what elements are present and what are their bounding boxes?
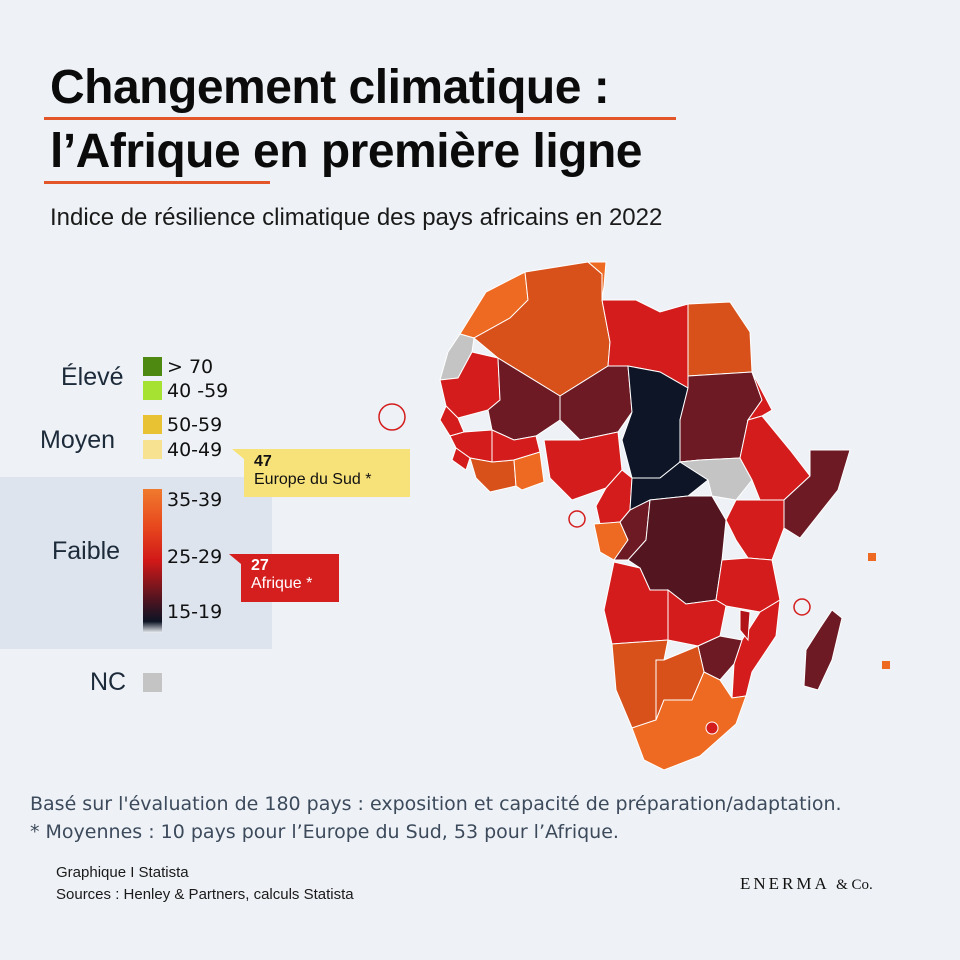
country-zambia (667, 588, 727, 647)
callout-africa: 27 Afrique * (241, 554, 339, 602)
legend-swatch-medium-2 (143, 440, 162, 459)
note-averages: * Moyennes : 10 pays pour l’Europe du Su… (30, 821, 619, 843)
country-uganda-kenya (725, 499, 785, 561)
callout-europe-pointer (232, 449, 244, 459)
country-lesotho (705, 721, 719, 735)
callout-europe: 47 Europe du Sud * (244, 449, 410, 497)
country-cote-divoire (469, 457, 517, 493)
chart-subtitle: Indice de résilience climatique des pays… (50, 204, 663, 231)
chart-title: Changement climatique : l’Afrique en pre… (50, 56, 642, 184)
title-line-1: Changement climatique : (50, 61, 610, 114)
country-south-sudan (678, 457, 753, 501)
legend-range-low-1: 35-39 (167, 489, 223, 511)
country-south-africa (631, 671, 747, 771)
country-somalia (783, 449, 851, 539)
legend-range-high-2: 40 -59 (167, 380, 229, 402)
marker-cape-verde (378, 403, 406, 431)
legend-range-medium-2: 40-49 (167, 439, 223, 461)
legend-label-low: Faible (52, 537, 121, 565)
brand-name: ENERMA (740, 874, 829, 893)
title-highlight: l’Afrique (50, 125, 241, 178)
legend-swatch-high-1 (143, 357, 162, 376)
callout-africa-label: Afrique * (251, 575, 313, 592)
country-sierra-leone (451, 447, 471, 471)
island-reunion (882, 661, 890, 669)
country-madagascar (803, 609, 843, 691)
legend-label-nc: NC (90, 668, 127, 696)
country-niger (559, 365, 633, 441)
legend-swatch-nc (143, 673, 162, 692)
island-mauritius (868, 553, 876, 561)
title-underline-2 (44, 181, 270, 184)
legend-label-high: Élevé (61, 363, 124, 391)
callout-europe-value: 47 (254, 453, 272, 470)
legend-gradient-low (143, 489, 162, 633)
country-ghana (513, 451, 545, 491)
title-underline-1 (44, 117, 676, 120)
title-rest: en première ligne (240, 125, 642, 178)
country-malawi (739, 609, 751, 642)
country-chad (621, 365, 689, 479)
legend-label-medium: Moyen (40, 426, 116, 454)
brand-logo: ENERMA & Co. (740, 874, 873, 894)
legend-range-medium-1: 50-59 (167, 414, 223, 436)
callout-africa-pointer (229, 554, 241, 564)
legend-range-high-1: > 70 (167, 356, 214, 378)
source-graphic: Graphique I Statista (56, 864, 189, 881)
country-tanzania (715, 557, 781, 613)
legend-low-band (0, 477, 272, 649)
country-egypt (687, 301, 753, 377)
legend-range-low-3: 15-19 (167, 601, 223, 623)
country-tunisia (586, 261, 607, 301)
legend-range-low-2: 25-29 (167, 546, 223, 568)
brand-suffix: & Co. (836, 877, 873, 893)
source-sources: Sources : Henley & Partners, calculs Sta… (56, 886, 354, 903)
callout-europe-label: Europe du Sud * (254, 471, 372, 488)
marker-sao-tome (568, 510, 586, 528)
callout-africa-value: 27 (251, 557, 269, 574)
legend-swatch-high-2 (143, 381, 162, 400)
legend-swatch-medium-1 (143, 415, 162, 434)
title-line-2: l’Afrique en première ligne (50, 120, 642, 184)
note-methodology: Basé sur l'évaluation de 180 pays : expo… (30, 793, 842, 815)
marker-seychelles (793, 598, 811, 616)
